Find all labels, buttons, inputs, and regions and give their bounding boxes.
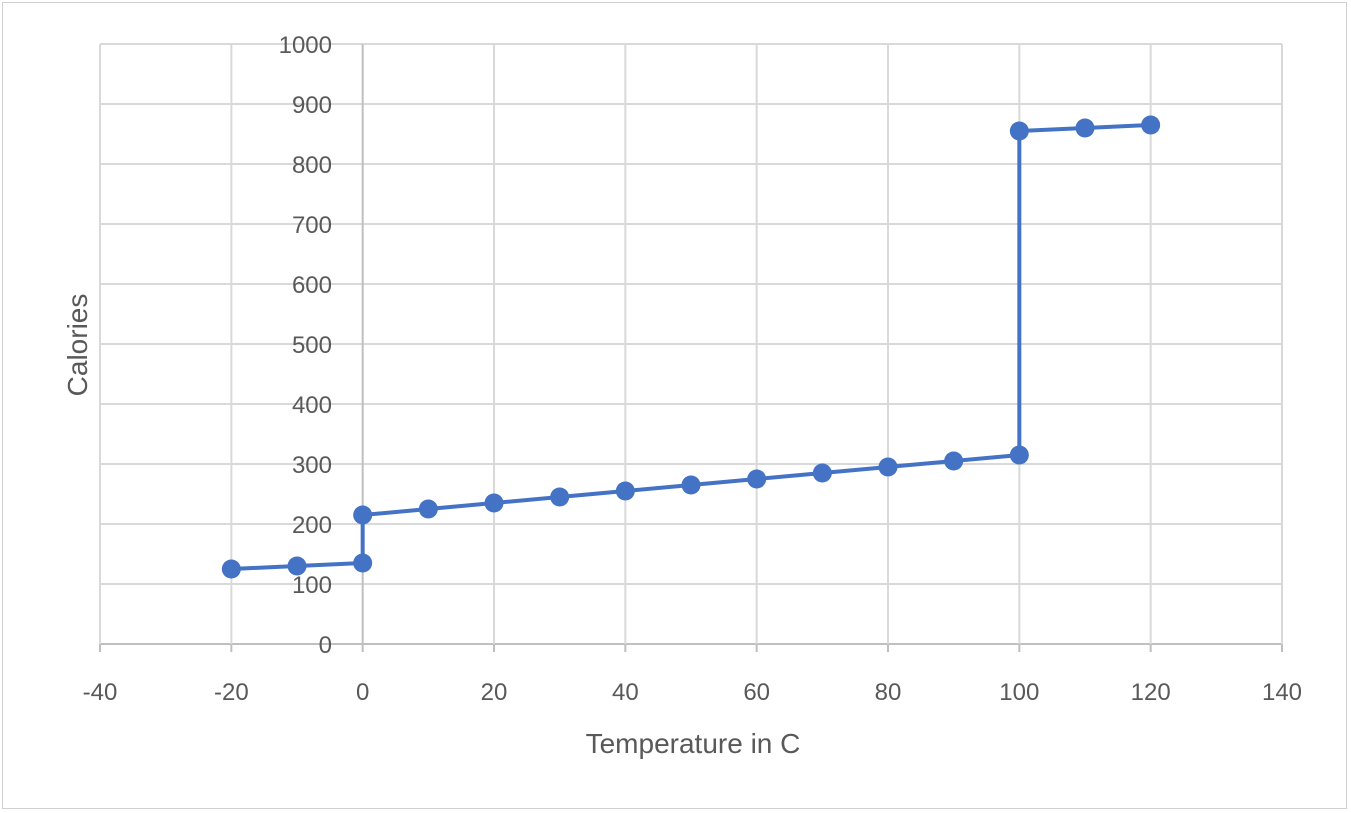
- data-point: [944, 451, 964, 471]
- y-tick-label: 600: [292, 272, 332, 299]
- x-tick-label: 80: [875, 679, 902, 706]
- x-tick-label: 60: [743, 679, 770, 706]
- y-tick-label: 700: [292, 212, 332, 239]
- y-tick-label: 400: [292, 392, 332, 419]
- data-point: [353, 553, 373, 573]
- chart-area: Temperature in C Calories 01002003004005…: [62, 32, 1302, 759]
- x-tick-label: 40: [612, 679, 639, 706]
- data-point: [1009, 121, 1029, 141]
- axis-layer: [99, 644, 1283, 652]
- y-axis-title: Calories: [62, 294, 93, 397]
- x-tick-label: 140: [1262, 679, 1302, 706]
- data-point: [812, 463, 832, 483]
- y-tick-label: 900: [292, 92, 332, 119]
- data-point: [1075, 118, 1095, 138]
- label-layer: Temperature in C Calories 01002003004005…: [62, 32, 1302, 759]
- x-tick-label: -20: [214, 679, 249, 706]
- y-tick-label: 200: [292, 512, 332, 539]
- data-point: [484, 493, 504, 513]
- data-point: [418, 499, 438, 519]
- y-tick-label: 500: [292, 332, 332, 359]
- x-tick-label: 20: [481, 679, 508, 706]
- grid-layer: [99, 43, 1283, 645]
- y-tick-label: 300: [292, 452, 332, 479]
- y-tick-label: 800: [292, 152, 332, 179]
- x-tick-label: 120: [1131, 679, 1171, 706]
- y-tick-label: 1000: [279, 32, 332, 59]
- data-point: [1009, 445, 1029, 465]
- x-tick-label: 0: [356, 679, 369, 706]
- y-tick-label: 100: [292, 572, 332, 599]
- data-point: [1141, 115, 1161, 135]
- data-point: [615, 481, 635, 501]
- data-point: [287, 556, 307, 576]
- data-point: [550, 487, 570, 507]
- series-line: [231, 123, 1151, 571]
- data-point: [878, 457, 898, 477]
- x-tick-label: 100: [999, 679, 1039, 706]
- x-tick-label: -40: [83, 679, 118, 706]
- data-point: [747, 469, 767, 489]
- x-axis-title: Temperature in C: [586, 728, 801, 759]
- data-point: [221, 559, 241, 579]
- y-tick-label: 0: [319, 632, 332, 659]
- data-point: [353, 505, 373, 525]
- series-layer: [221, 115, 1161, 579]
- data-point: [681, 475, 701, 495]
